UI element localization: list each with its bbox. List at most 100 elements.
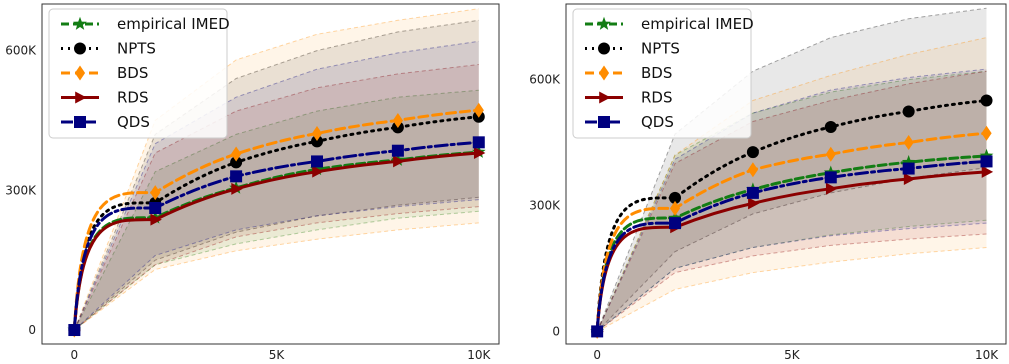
point-npts-2 xyxy=(230,156,243,169)
point-empirical-imed-5 xyxy=(979,148,994,162)
band-lower-qds xyxy=(74,199,479,331)
point-qds-4 xyxy=(391,144,404,157)
point-bds-5 xyxy=(473,102,484,118)
y-tick-label-0: 0 xyxy=(552,324,560,338)
band-lower-qds xyxy=(596,222,987,332)
legend-marker-bds xyxy=(598,65,610,81)
legend-label-empirical-imed: empirical IMED xyxy=(117,15,230,33)
legend-marker-npts xyxy=(598,42,610,55)
plot-frame xyxy=(41,3,500,345)
point-qds-3 xyxy=(311,155,324,168)
band-upper-bds xyxy=(596,37,987,332)
band-rds xyxy=(597,71,987,332)
point-bds-5 xyxy=(981,125,992,141)
point-qds-2 xyxy=(230,170,243,183)
point-npts-3 xyxy=(824,120,837,133)
y-tick-label-0: 0 xyxy=(28,323,36,337)
band-npts xyxy=(74,20,479,331)
legend-label-npts: NPTS xyxy=(117,40,156,58)
confidence-bands xyxy=(596,7,987,332)
band-upper-empirical-imed xyxy=(73,89,479,331)
y-tick-label-1: 300K xyxy=(5,183,37,197)
series-bds xyxy=(592,125,992,339)
band-npts xyxy=(597,8,987,332)
band-upper-npts xyxy=(73,19,479,331)
point-rds-3 xyxy=(312,165,324,178)
legend-marker-qds xyxy=(598,116,610,128)
chart-panel-2: 0 300K 600K 0 5K 10K empirical IMED NPTS BDS RDS Q… xyxy=(529,3,1007,362)
point-qds-5 xyxy=(980,155,993,168)
point-rds-4 xyxy=(393,155,405,168)
point-qds-4 xyxy=(902,162,915,175)
legend-label-qds: QDS xyxy=(641,113,674,131)
point-qds-3 xyxy=(824,171,837,184)
band-lower-bds xyxy=(74,222,479,331)
x-tick-label-1: 5K xyxy=(269,348,286,362)
band-bds xyxy=(74,8,479,330)
band-lower-empirical-imed xyxy=(596,219,987,332)
point-qds-0 xyxy=(68,324,81,337)
point-bds-3 xyxy=(825,146,836,162)
legend-marker-npts xyxy=(74,42,86,55)
legend-label-qds: QDS xyxy=(117,113,150,131)
legend: empirical IMED NPTS BDS RDS QDS xyxy=(572,8,754,139)
band-empirical-imed xyxy=(74,90,479,330)
band-empirical-imed xyxy=(597,71,987,332)
point-qds-1 xyxy=(669,217,682,230)
band-lower-bds xyxy=(596,247,987,332)
point-bds-2 xyxy=(231,146,242,162)
band-upper-rds xyxy=(596,70,987,332)
plot-frame xyxy=(565,3,1007,345)
y-tick-label-1: 300K xyxy=(529,198,561,212)
band-qds xyxy=(74,41,479,331)
legend-label-rds: RDS xyxy=(641,89,673,107)
line-npts xyxy=(595,99,989,333)
series-rds xyxy=(69,147,486,337)
point-bds-1 xyxy=(669,200,681,216)
y-tick-label-2: 600K xyxy=(529,73,561,87)
point-rds-4 xyxy=(903,173,916,186)
legend-label-bds: BDS xyxy=(117,64,148,82)
x-tick-label-2: 10K xyxy=(975,348,999,362)
chart-panel-1: 0 300K 600K 0 5K 10K empirical IMED NPTS BDS RDS Q… xyxy=(5,3,500,362)
point-qds-0 xyxy=(591,325,604,338)
point-bds-3 xyxy=(311,125,323,141)
point-bds-4 xyxy=(903,135,914,151)
point-rds-5 xyxy=(473,147,486,160)
x-tick-label-0: 0 xyxy=(593,348,601,362)
point-qds-1 xyxy=(149,202,162,214)
band-lower-rds xyxy=(596,233,987,332)
point-bds-2 xyxy=(747,162,759,178)
point-rds-5 xyxy=(981,165,994,178)
legend-label-npts: NPTS xyxy=(641,40,680,58)
point-rds-3 xyxy=(825,182,838,195)
point-npts-3 xyxy=(311,135,324,148)
point-rds-1 xyxy=(150,213,162,226)
band-upper-qds xyxy=(73,40,479,331)
series-npts xyxy=(591,94,993,338)
legend-box xyxy=(572,8,752,139)
point-bds-1 xyxy=(150,185,161,201)
point-empirical-imed-4 xyxy=(901,155,916,169)
legend-marker-bds xyxy=(74,65,86,81)
band-upper-rds xyxy=(73,64,479,331)
band-lower-npts xyxy=(74,196,479,331)
legend-label-bds: BDS xyxy=(641,64,672,82)
point-bds-4 xyxy=(392,112,403,128)
band-lower-empirical-imed xyxy=(74,210,479,331)
point-rds-2 xyxy=(231,182,243,195)
series-qds xyxy=(591,155,993,338)
band-lower-rds xyxy=(74,206,479,331)
band-upper-bds xyxy=(73,8,479,331)
legend-marker-qds xyxy=(74,116,86,128)
point-rds-2 xyxy=(748,197,760,210)
band-upper-npts xyxy=(596,7,987,332)
point-qds-2 xyxy=(746,186,759,199)
band-qds xyxy=(597,69,987,332)
point-npts-5 xyxy=(980,94,993,107)
x-tick-label-1: 5K xyxy=(784,348,801,362)
legend-marker-empirical-imed xyxy=(73,16,87,30)
legend-marker-empirical-imed xyxy=(597,16,611,30)
band-upper-qds xyxy=(596,68,987,332)
